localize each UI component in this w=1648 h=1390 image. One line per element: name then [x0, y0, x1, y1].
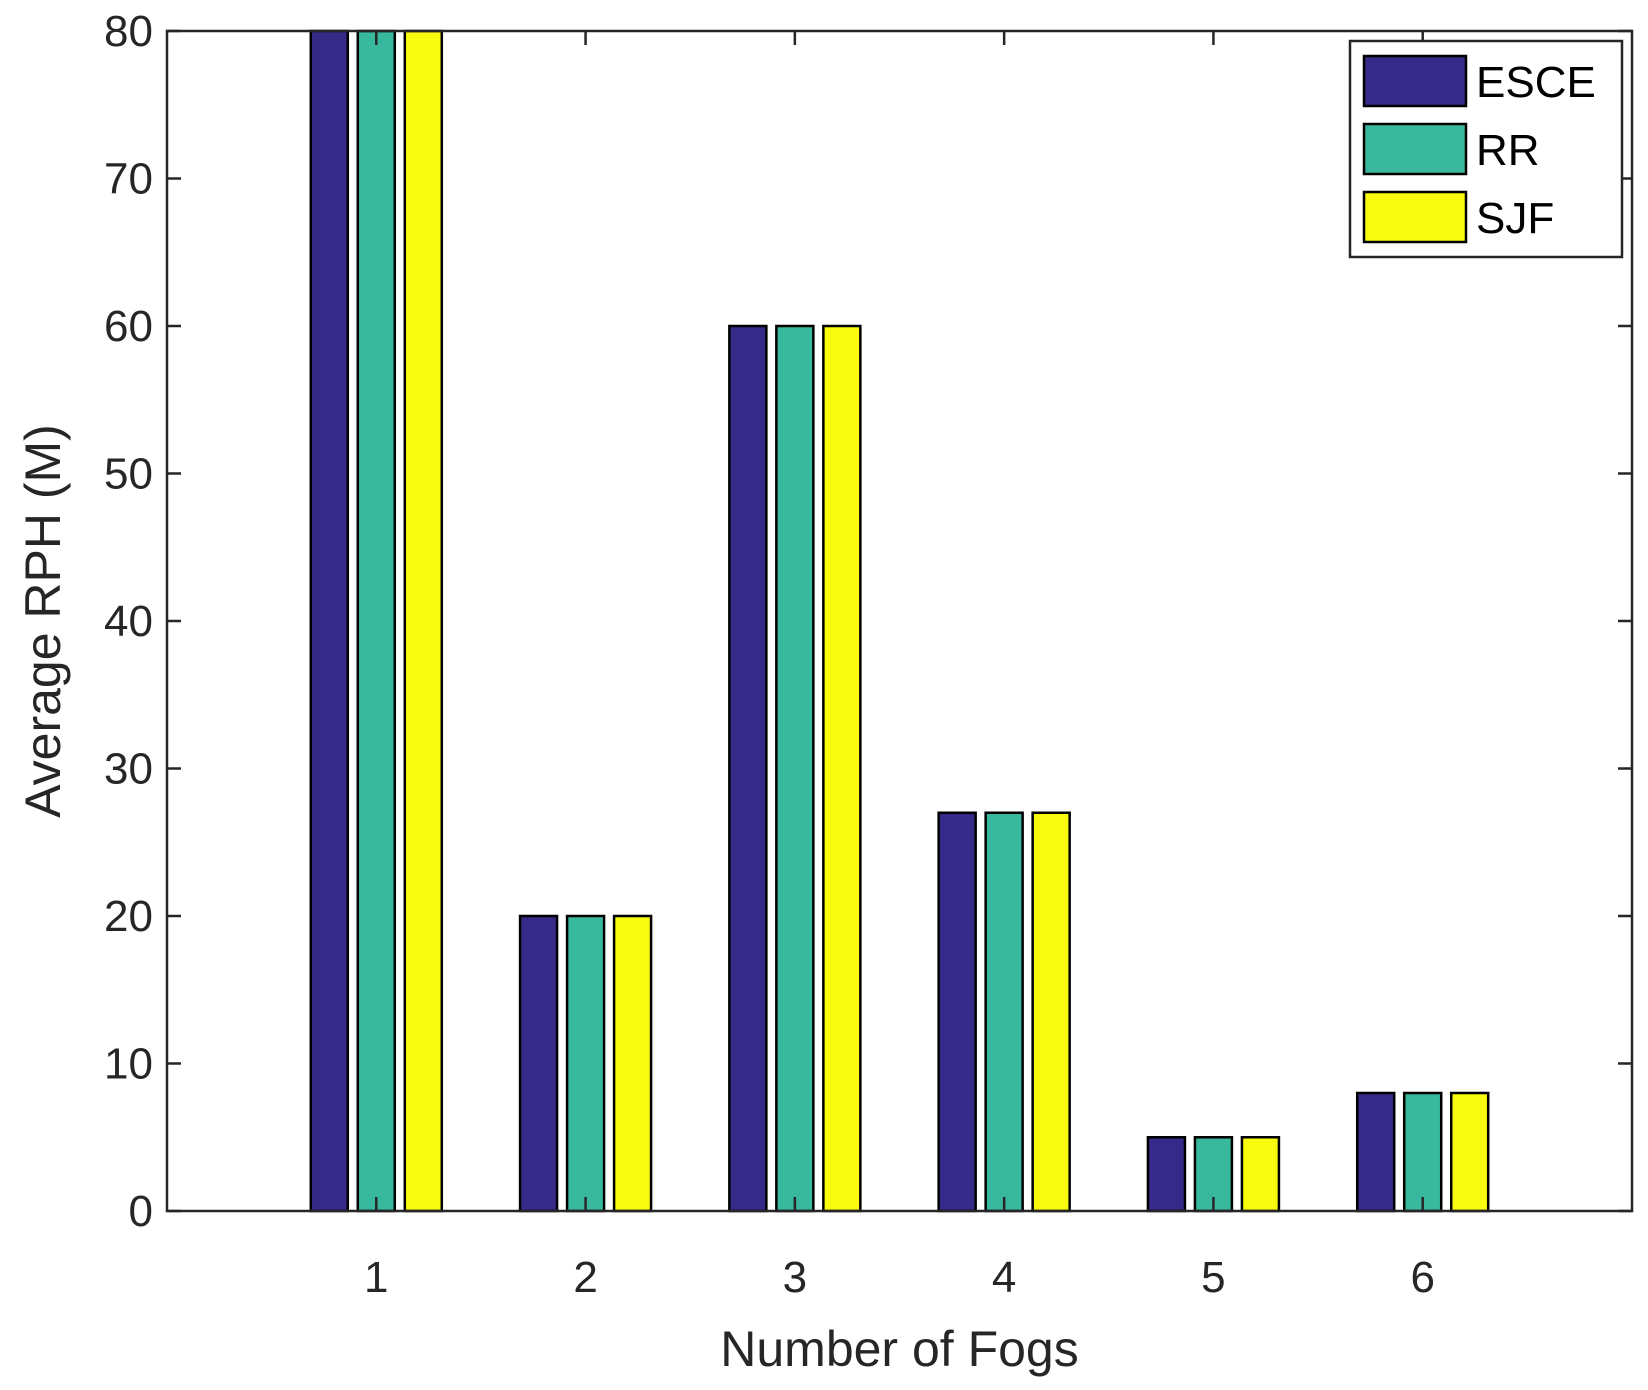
y-tick-label: 70: [104, 155, 153, 204]
bar-esce-6: [1355, 1091, 1396, 1213]
bar-sjf-3: [822, 324, 862, 1213]
series-esce: [309, 29, 1396, 1213]
legend: ESCE RR SJF: [1348, 39, 1624, 259]
x-tick-label: 2: [573, 1253, 597, 1302]
bar-rr-4: [984, 811, 1024, 1213]
bar-rr-6: [1402, 1091, 1443, 1213]
y-tick-label: 60: [104, 302, 153, 351]
legend-label-rr: RR: [1476, 126, 1540, 175]
x-axis-label: Number of Fogs: [720, 1321, 1078, 1377]
ticks-layer: 0 10 20 30 40 50 60 70 80 1 2 3 4 5 6: [104, 7, 1632, 1302]
y-tick-label: 20: [104, 892, 153, 941]
bar-esce-3: [728, 324, 768, 1213]
y-axis-label: Average RPH (M): [15, 424, 71, 818]
x-tick-label: 5: [1201, 1253, 1225, 1302]
bars-layer: [309, 29, 1490, 1213]
bar-rr-1: [356, 29, 397, 1213]
y-tick-label: 0: [129, 1187, 153, 1236]
bar-esce-1: [309, 29, 350, 1213]
bar-sjf-4: [1031, 811, 1071, 1213]
bar-rr-2: [565, 914, 606, 1213]
legend-label-sjf: SJF: [1476, 194, 1554, 243]
plot-frame: [165, 29, 1634, 1213]
bar-esce-2: [518, 914, 559, 1213]
bar-rr-3: [775, 324, 815, 1213]
bar-sjf-5: [1240, 1136, 1281, 1213]
bar-esce-4: [937, 811, 977, 1213]
bar-esce-5: [1146, 1136, 1187, 1213]
y-tick-label: 10: [104, 1040, 153, 1089]
x-tick-label: 3: [783, 1253, 807, 1302]
legend-swatch-esce: [1362, 54, 1468, 108]
legend-swatch-rr: [1362, 122, 1468, 176]
bar-sjf-1: [403, 29, 444, 1213]
series-sjf: [403, 29, 1490, 1213]
y-tick-label: 80: [104, 7, 153, 56]
legend-label-esce: ESCE: [1476, 58, 1596, 107]
y-tick-label: 30: [104, 745, 153, 794]
bar-sjf-6: [1449, 1091, 1490, 1213]
y-tick-label: 40: [104, 597, 153, 646]
legend-swatch-sjf: [1362, 190, 1468, 244]
y-tick-label: 50: [104, 450, 153, 499]
series-rr: [356, 29, 1443, 1213]
x-tick-label: 4: [992, 1253, 1016, 1302]
x-tick-label: 6: [1410, 1253, 1434, 1302]
bar-sjf-2: [612, 914, 653, 1213]
x-tick-label: 1: [364, 1253, 388, 1302]
